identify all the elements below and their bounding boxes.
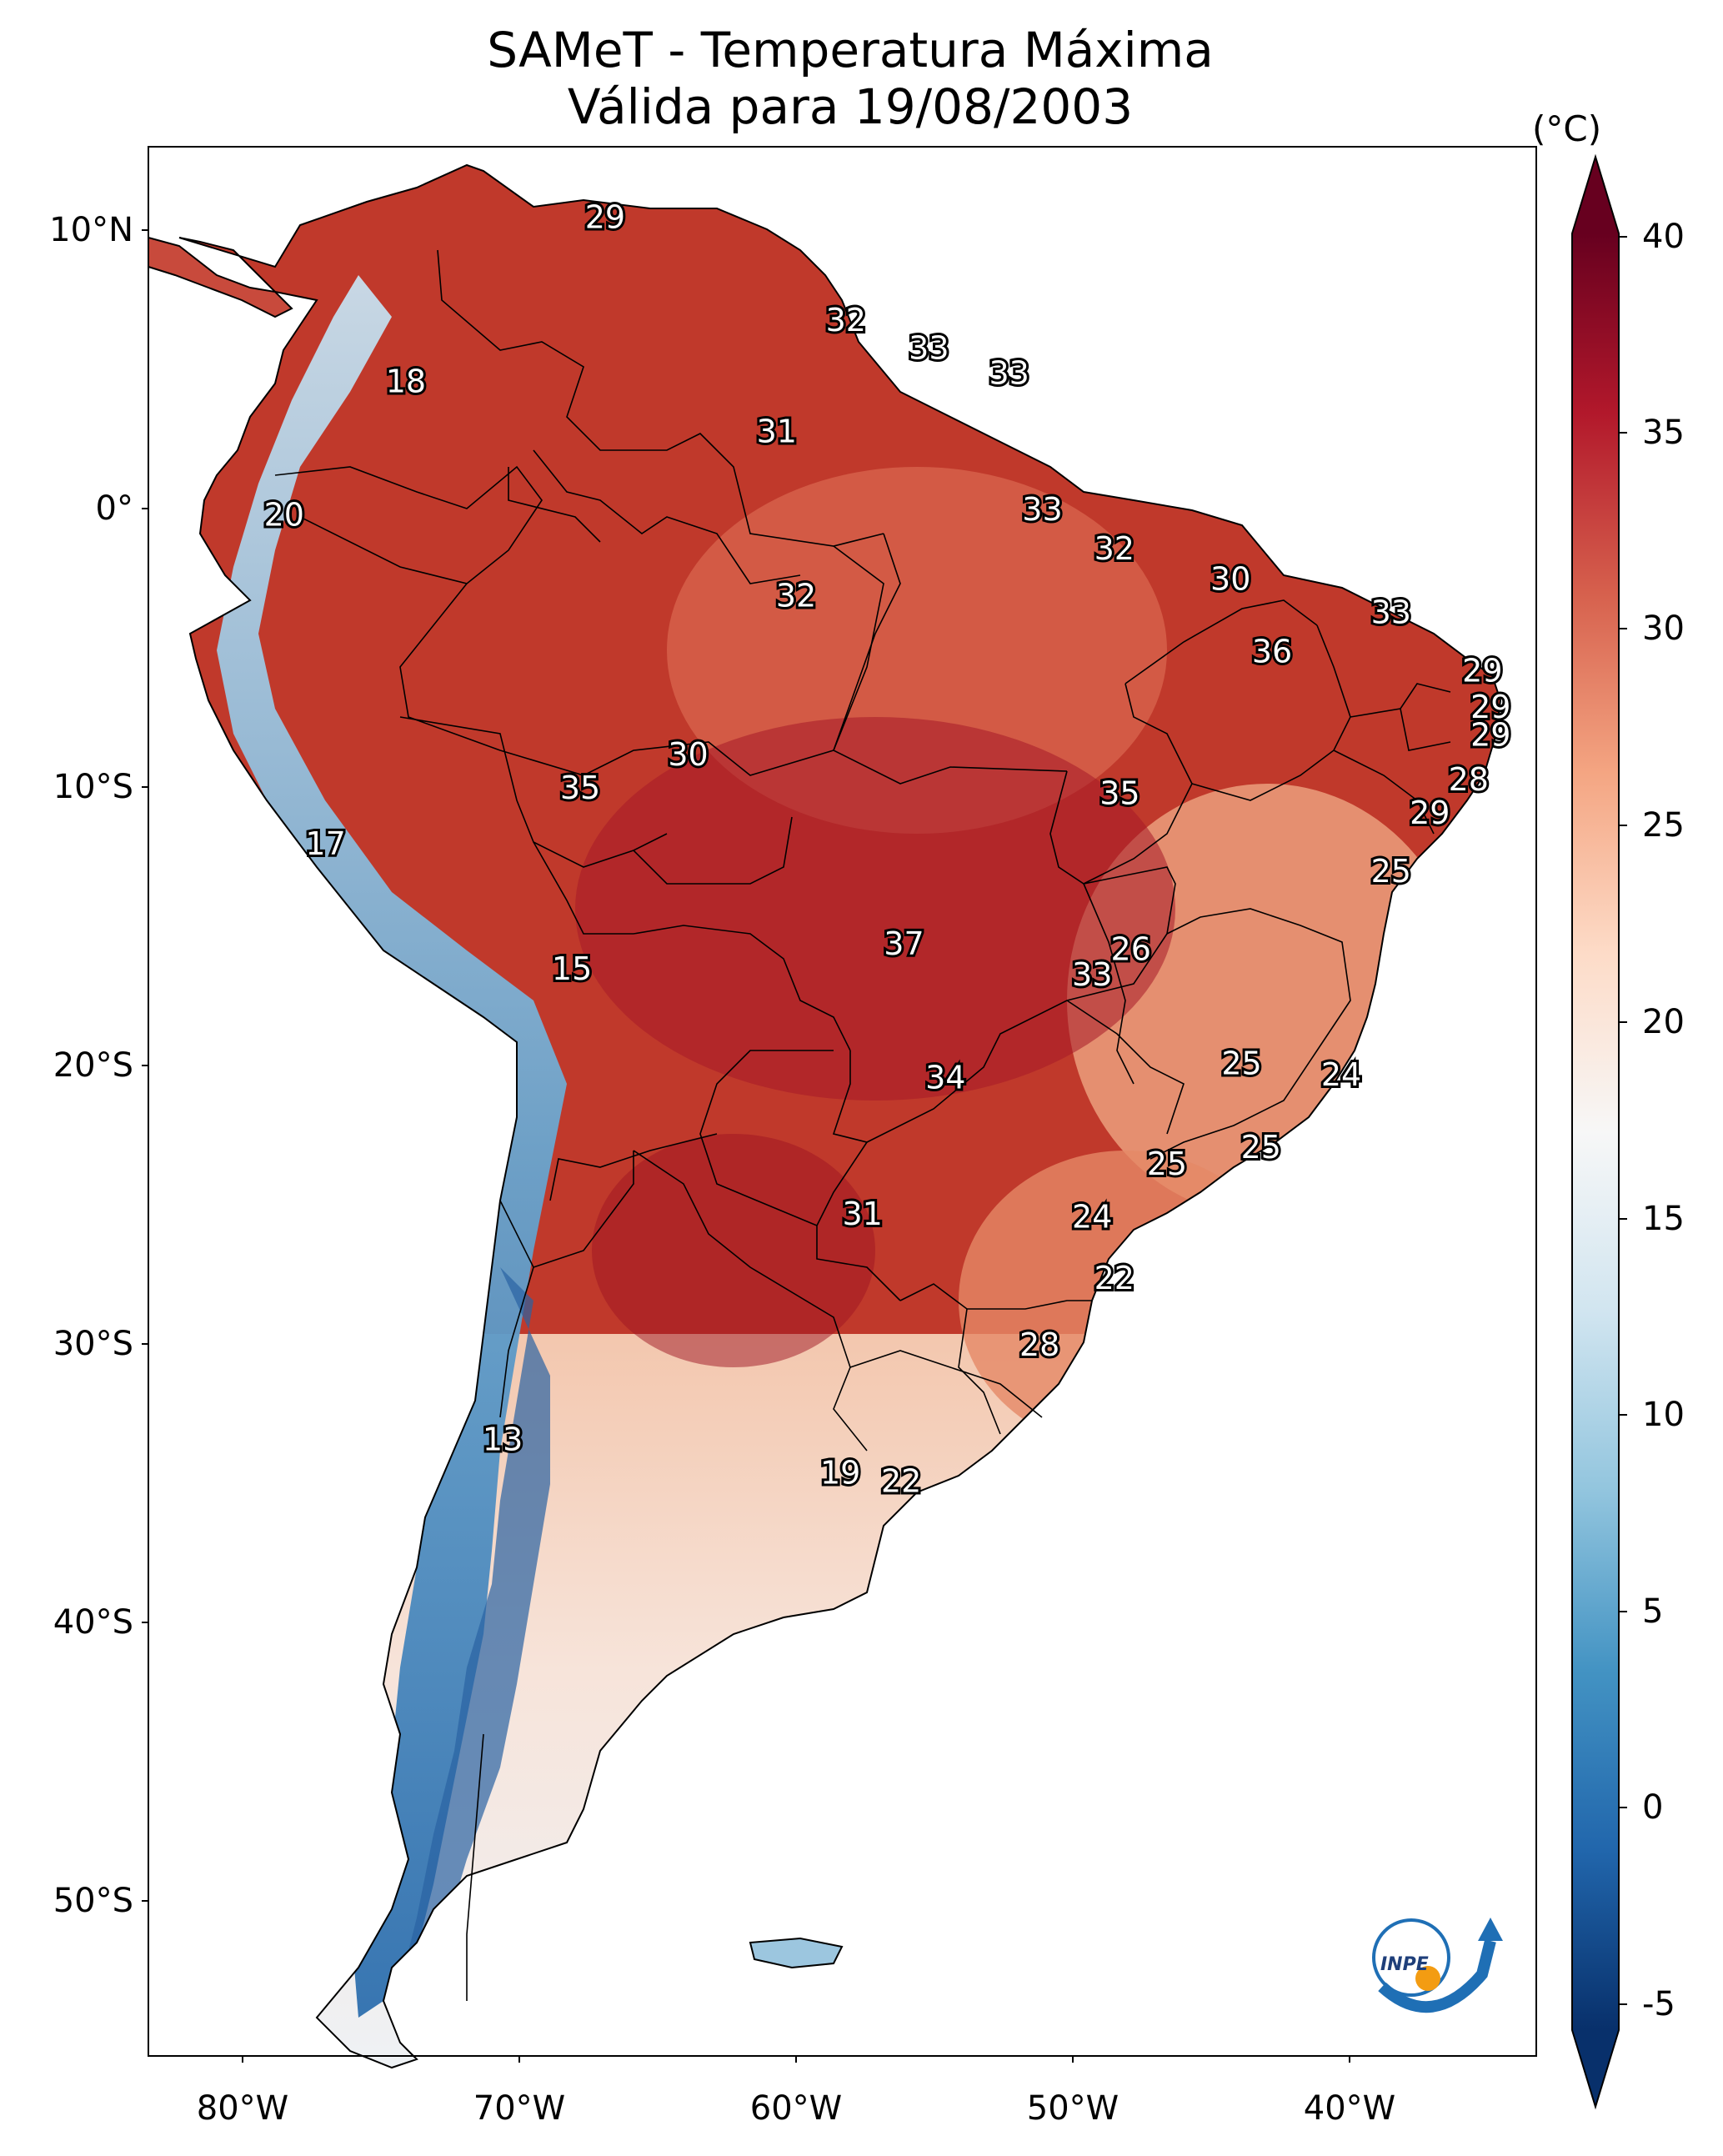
city-temp-label: 29 (585, 198, 625, 235)
lon-tick-60w: 60°W (749, 2089, 843, 2128)
city-temp-label: 33 (909, 329, 949, 366)
colorbar-tick-5: 5 (1642, 1592, 1664, 1631)
city-temp-label: 22 (881, 1463, 921, 1500)
city-temp-label: 17 (305, 825, 345, 862)
city-temp-label: 37 (884, 925, 924, 962)
city-temp-label: 29 (1470, 717, 1510, 754)
lat-tick-30s: 30°S (53, 1325, 133, 1363)
colorbar-unit: (°C) (1532, 108, 1602, 149)
lon-tick-70w: 70°W (473, 2089, 566, 2128)
colorbar (1571, 153, 1627, 2110)
city-temp-label: 28 (1449, 761, 1489, 798)
city-temp-label: 34 (925, 1059, 965, 1096)
lat-tick-50s: 50°S (53, 1882, 133, 1920)
falkland-islands (749, 1937, 844, 1969)
city-temp-label: 30 (1210, 561, 1250, 598)
city-temp-label: 18 (386, 363, 426, 399)
city-temp-label: 26 (1111, 931, 1151, 968)
map-title-line2: Válida para 19/08/2003 (567, 78, 1134, 135)
city-temp-label: 24 (1072, 1198, 1112, 1235)
city-temp-label: 35 (1099, 775, 1139, 812)
city-temp-label: 25 (1371, 853, 1411, 890)
city-temp-label: 29 (1462, 653, 1502, 689)
city-temp-label: 25 (1221, 1045, 1261, 1082)
colorbar-tick-10: 10 (1642, 1396, 1685, 1434)
central-america (148, 236, 293, 318)
coastline (178, 163, 1502, 2069)
lat-tick-40s: 40°S (53, 1603, 133, 1642)
colorbar-tick-minus5: -5 (1642, 1985, 1675, 2023)
colorbar-tick-0: 0 (1642, 1788, 1664, 1827)
inpe-logo: INPE (1372, 1918, 1503, 2013)
colorbar-tick-30: 30 (1642, 609, 1685, 648)
lon-tick-50w: 50°W (1026, 2089, 1119, 2128)
plot-frame (148, 146, 1537, 2057)
city-temp-label: 28 (1019, 1326, 1059, 1363)
city-temp-label: 33 (989, 354, 1029, 391)
city-temp-label: 25 (1147, 1146, 1187, 1182)
city-temp-label: 33 (1371, 594, 1411, 631)
colorbar-tick-25: 25 (1642, 806, 1685, 845)
city-temp-label: 31 (843, 1196, 883, 1232)
city-temp-label: 32 (826, 302, 866, 338)
city-temp-label: 32 (776, 578, 816, 614)
city-temp-label: 29 (1470, 689, 1510, 725)
colorbar-tick-35: 35 (1642, 414, 1685, 452)
political-borders (274, 249, 1451, 2001)
city-temp-label: 35 (560, 770, 600, 806)
colorbar-tick-20: 20 (1642, 1003, 1685, 1041)
city-temp-label: 33 (1022, 491, 1062, 528)
lat-tick-10n: 10°N (49, 211, 133, 249)
map-title-line1: SAMeT - Temperatura Máxima (487, 22, 1214, 78)
city-temp-label: 30 (668, 736, 708, 773)
city-temp-label: 24 (1321, 1056, 1361, 1093)
city-temp-label: 19 (820, 1455, 860, 1492)
city-temp-label: 32 (1094, 530, 1134, 567)
lon-tick-80w: 80°W (196, 2089, 289, 2128)
city-temp-label: 25 (1241, 1129, 1281, 1166)
city-temp-label: 33 (1072, 956, 1112, 993)
city-temp-label: 22 (1094, 1260, 1134, 1296)
lat-tick-0: 0° (95, 489, 133, 528)
city-temp-label: 13 (483, 1421, 523, 1458)
colorbar-tick-40: 40 (1642, 218, 1685, 256)
city-temp-label: 20 (264, 497, 304, 534)
axis-tick-marks (142, 229, 1350, 2063)
colorbar-tick-15: 15 (1642, 1200, 1685, 1238)
svg-text:INPE: INPE (1380, 1954, 1429, 1975)
city-temp-label: 31 (757, 413, 797, 449)
city-temp-label: 36 (1252, 633, 1292, 669)
city-temp-label: 15 (552, 950, 592, 987)
lat-tick-20s: 20°S (53, 1046, 133, 1085)
city-temp-label: 29 (1410, 795, 1450, 831)
lon-tick-40w: 40°W (1303, 2089, 1396, 2128)
lat-tick-10s: 10°S (53, 768, 133, 806)
